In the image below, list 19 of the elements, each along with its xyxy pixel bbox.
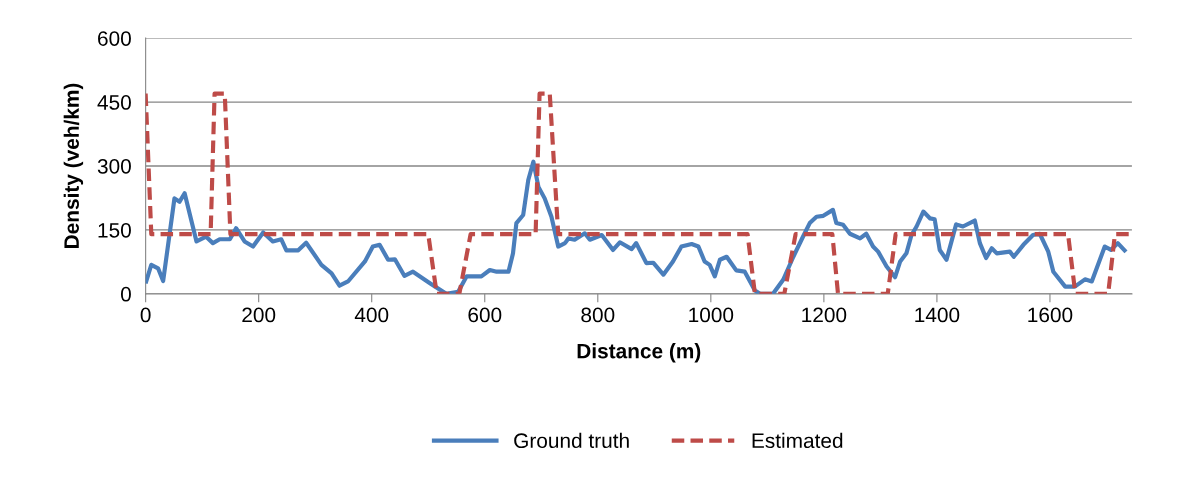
y-tick-label: 450 <box>97 95 131 110</box>
x-tick-label: 0 <box>140 307 151 323</box>
y-tick-label: 600 <box>98 31 131 46</box>
x-tick-label: 1400 <box>915 307 960 323</box>
y-axis-title: Density (veh/km) <box>63 83 84 248</box>
x-tick-label: 1000 <box>689 307 734 323</box>
x-tick-label: 400 <box>354 307 389 323</box>
y-tick-label: 0 <box>120 286 131 302</box>
line-series <box>145 159 1127 294</box>
y-tick-label: 150 <box>98 222 131 238</box>
x-tick-label: 600 <box>468 307 502 323</box>
x-tick-label: 1600 <box>1028 307 1073 323</box>
y-tick-label: 300 <box>97 159 131 174</box>
x-axis-title: Distance (m) <box>577 343 701 363</box>
x-tick-label: 800 <box>581 307 615 323</box>
x-tick-label: 1200 <box>802 307 847 323</box>
legend-label: Estimated <box>752 432 843 449</box>
x-tick-label: 200 <box>242 307 276 323</box>
legend-label: Ground truth <box>514 432 629 449</box>
